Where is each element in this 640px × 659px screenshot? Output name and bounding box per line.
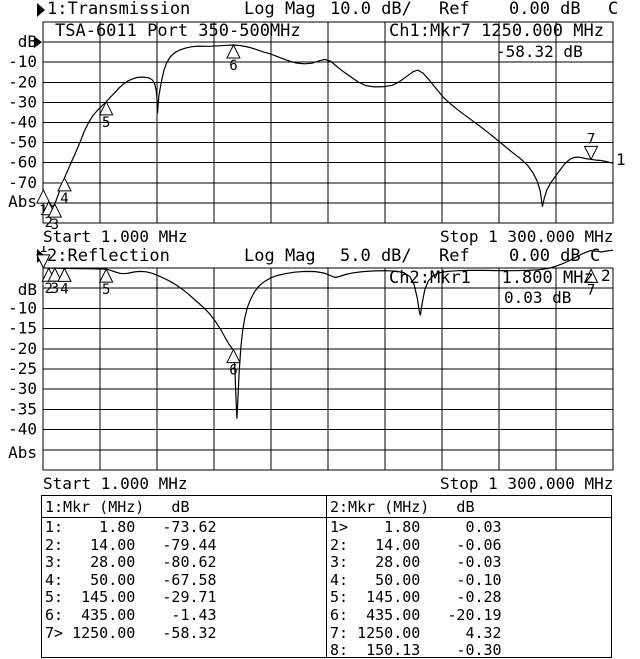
y-tick-label: -20 [8,339,37,358]
y-tick-label: dB [18,32,37,51]
marker-triangle-icon [47,203,63,218]
graticule [42,21,614,224]
marker-number-label: 1 [39,246,47,256]
marker-number-label: 5 [102,282,110,298]
marker-number-label: 3 [51,281,59,297]
y-tick-label: -15 [8,319,37,338]
channel1-marker-readout: Ch1:Mkr7 1250.000 MHz [389,21,604,41]
marker-number-label: 6 [229,58,237,74]
marker-table-row: 2: 14.00 -79.44 [45,535,217,554]
channel1-stop-freq: Stop 1 300.000 MHz [440,227,614,246]
marker-number-label: 4 [60,191,68,207]
channel1-scale-value: 10.0 dB/ [330,0,412,19]
channel1-ref-value: 0.00 dB [509,0,581,19]
ref-level-arrow-icon [34,36,42,49]
y-tick-label: -40 [8,420,37,439]
marker-table-row: 1: 1.80 -73.62 [45,518,217,536]
channel2-start-freq: Start 1.000 MHz [43,474,188,493]
y-tick-label: dB [18,280,37,299]
channel1-start-freq: Start 1.000 MHz [43,227,188,246]
marker-number-label: 3 [51,217,59,233]
channel2-title: 2:Reflection [47,246,170,266]
channel2-stop-freq: Stop 1 300.000 MHz [440,474,614,493]
marker-number-label: 7 [587,282,595,298]
channel2-scale-value: 5.0 dB/ [340,246,412,266]
marker-triangle-icon [226,43,241,59]
marker-triangle-icon [98,100,114,116]
y-tick-label: -10 [8,298,37,317]
channel2-ref-value: 0.00 dB [509,246,581,266]
marker-triangle-icon [583,268,599,283]
channel2-scale-label: Log Mag [244,246,316,266]
y-tick-label: Abs [8,192,37,211]
marker-number-label: 2 [44,215,52,231]
marker-triangle-icon [583,145,599,161]
trace-line [42,44,614,208]
y-tick-label: -25 [8,359,37,378]
marker-table-row: 7: 1250.00 4.32 [330,623,502,642]
channel2-cal-flag: C [590,246,601,266]
y-tick-label: Abs [8,443,37,462]
marker-table-row: 8: 150.13 -0.30 [330,641,502,659]
marker-triangle-icon [36,254,51,269]
marker-triangle-icon [36,188,51,204]
trace-line [43,249,614,419]
y-tick-label: -30 [8,379,37,398]
marker-triangle-icon [57,267,72,282]
channel2-marker-table: 2:Mkr (MHz) dB 1> 1.80 0.03 2: 14.00 -0.0… [326,495,612,659]
y-tick-label: -40 [8,113,37,132]
marker-triangle-icon [47,267,63,282]
marker-number-label: 6 [229,363,237,379]
marker-triangle-icon [226,348,241,364]
marker-number-label: 5 [102,115,110,131]
channel2-marker-value: 0.03 dB [504,288,572,307]
marker-triangle-icon [57,176,72,192]
marker-table-row: 5: 145.00 -29.71 [45,588,217,607]
marker-table-row: 1> 1.80 0.03 [330,518,502,536]
marker-number-label: 1 [39,203,47,219]
marker-table-row: 5: 145.00 -0.28 [330,588,502,607]
marker-number-label: 4 [60,281,68,297]
trace-number-label: 2 [601,266,611,285]
marker-table-row: 6: 435.00 -20.19 [330,605,502,624]
marker-table-row: 2: 14.00 -0.06 [330,535,502,554]
marker-table-row: 4: 50.00 -67.58 [45,570,217,589]
channel1-title: 1:Transmission [47,0,191,19]
channel1-marker-table: 1:Mkr (MHz) dB 1: 1.80 -73.62 2: 14.00 -7… [41,495,327,658]
channel2-marker-table-header: 2:Mkr (MHz) dB [327,496,611,518]
marker-triangle-icon [98,268,114,283]
y-tick-label: -30 [8,92,37,111]
y-tick-label: -50 [8,133,37,152]
marker-number-label: 7 [587,131,595,147]
y-tick-label: -20 [8,72,37,91]
channel-indicator-icon [37,3,45,17]
trace-number-label: 1 [616,150,626,169]
graticule [42,267,614,471]
y-tick-label: -35 [8,399,37,418]
device-id-label: TSA-6011 Port 350-500MHz [55,21,301,41]
channel1-scale-label: Log Mag [244,0,316,19]
channel1-marker-value: -58.32 dB [496,42,583,61]
channel1-ref-label: Ref [439,0,470,19]
marker-table-row [42,641,326,659]
marker-table-row: 7> 1250.00 -58.32 [45,623,217,642]
marker-table-row: 3: 28.00 -80.62 [45,553,217,572]
marker-table-row: 4: 50.00 -0.10 [330,570,502,589]
y-tick-label: -10 [8,52,37,71]
marker-table-row: 6: 435.00 -1.43 [45,605,217,624]
channel1-cal-flag: C [608,0,619,19]
channel2-ref-label: Ref [439,246,470,266]
channel1-marker-table-header: 1:Mkr (MHz) dB [42,496,326,518]
marker-table-row: 3: 28.00 -0.03 [330,553,502,572]
channel2-marker-readout: Ch2:Mkr1 1.800 MHz [389,268,594,288]
y-tick-label: -70 [8,173,37,192]
y-tick-label: -60 [8,153,37,172]
marker-number-label: 2 [44,281,52,297]
